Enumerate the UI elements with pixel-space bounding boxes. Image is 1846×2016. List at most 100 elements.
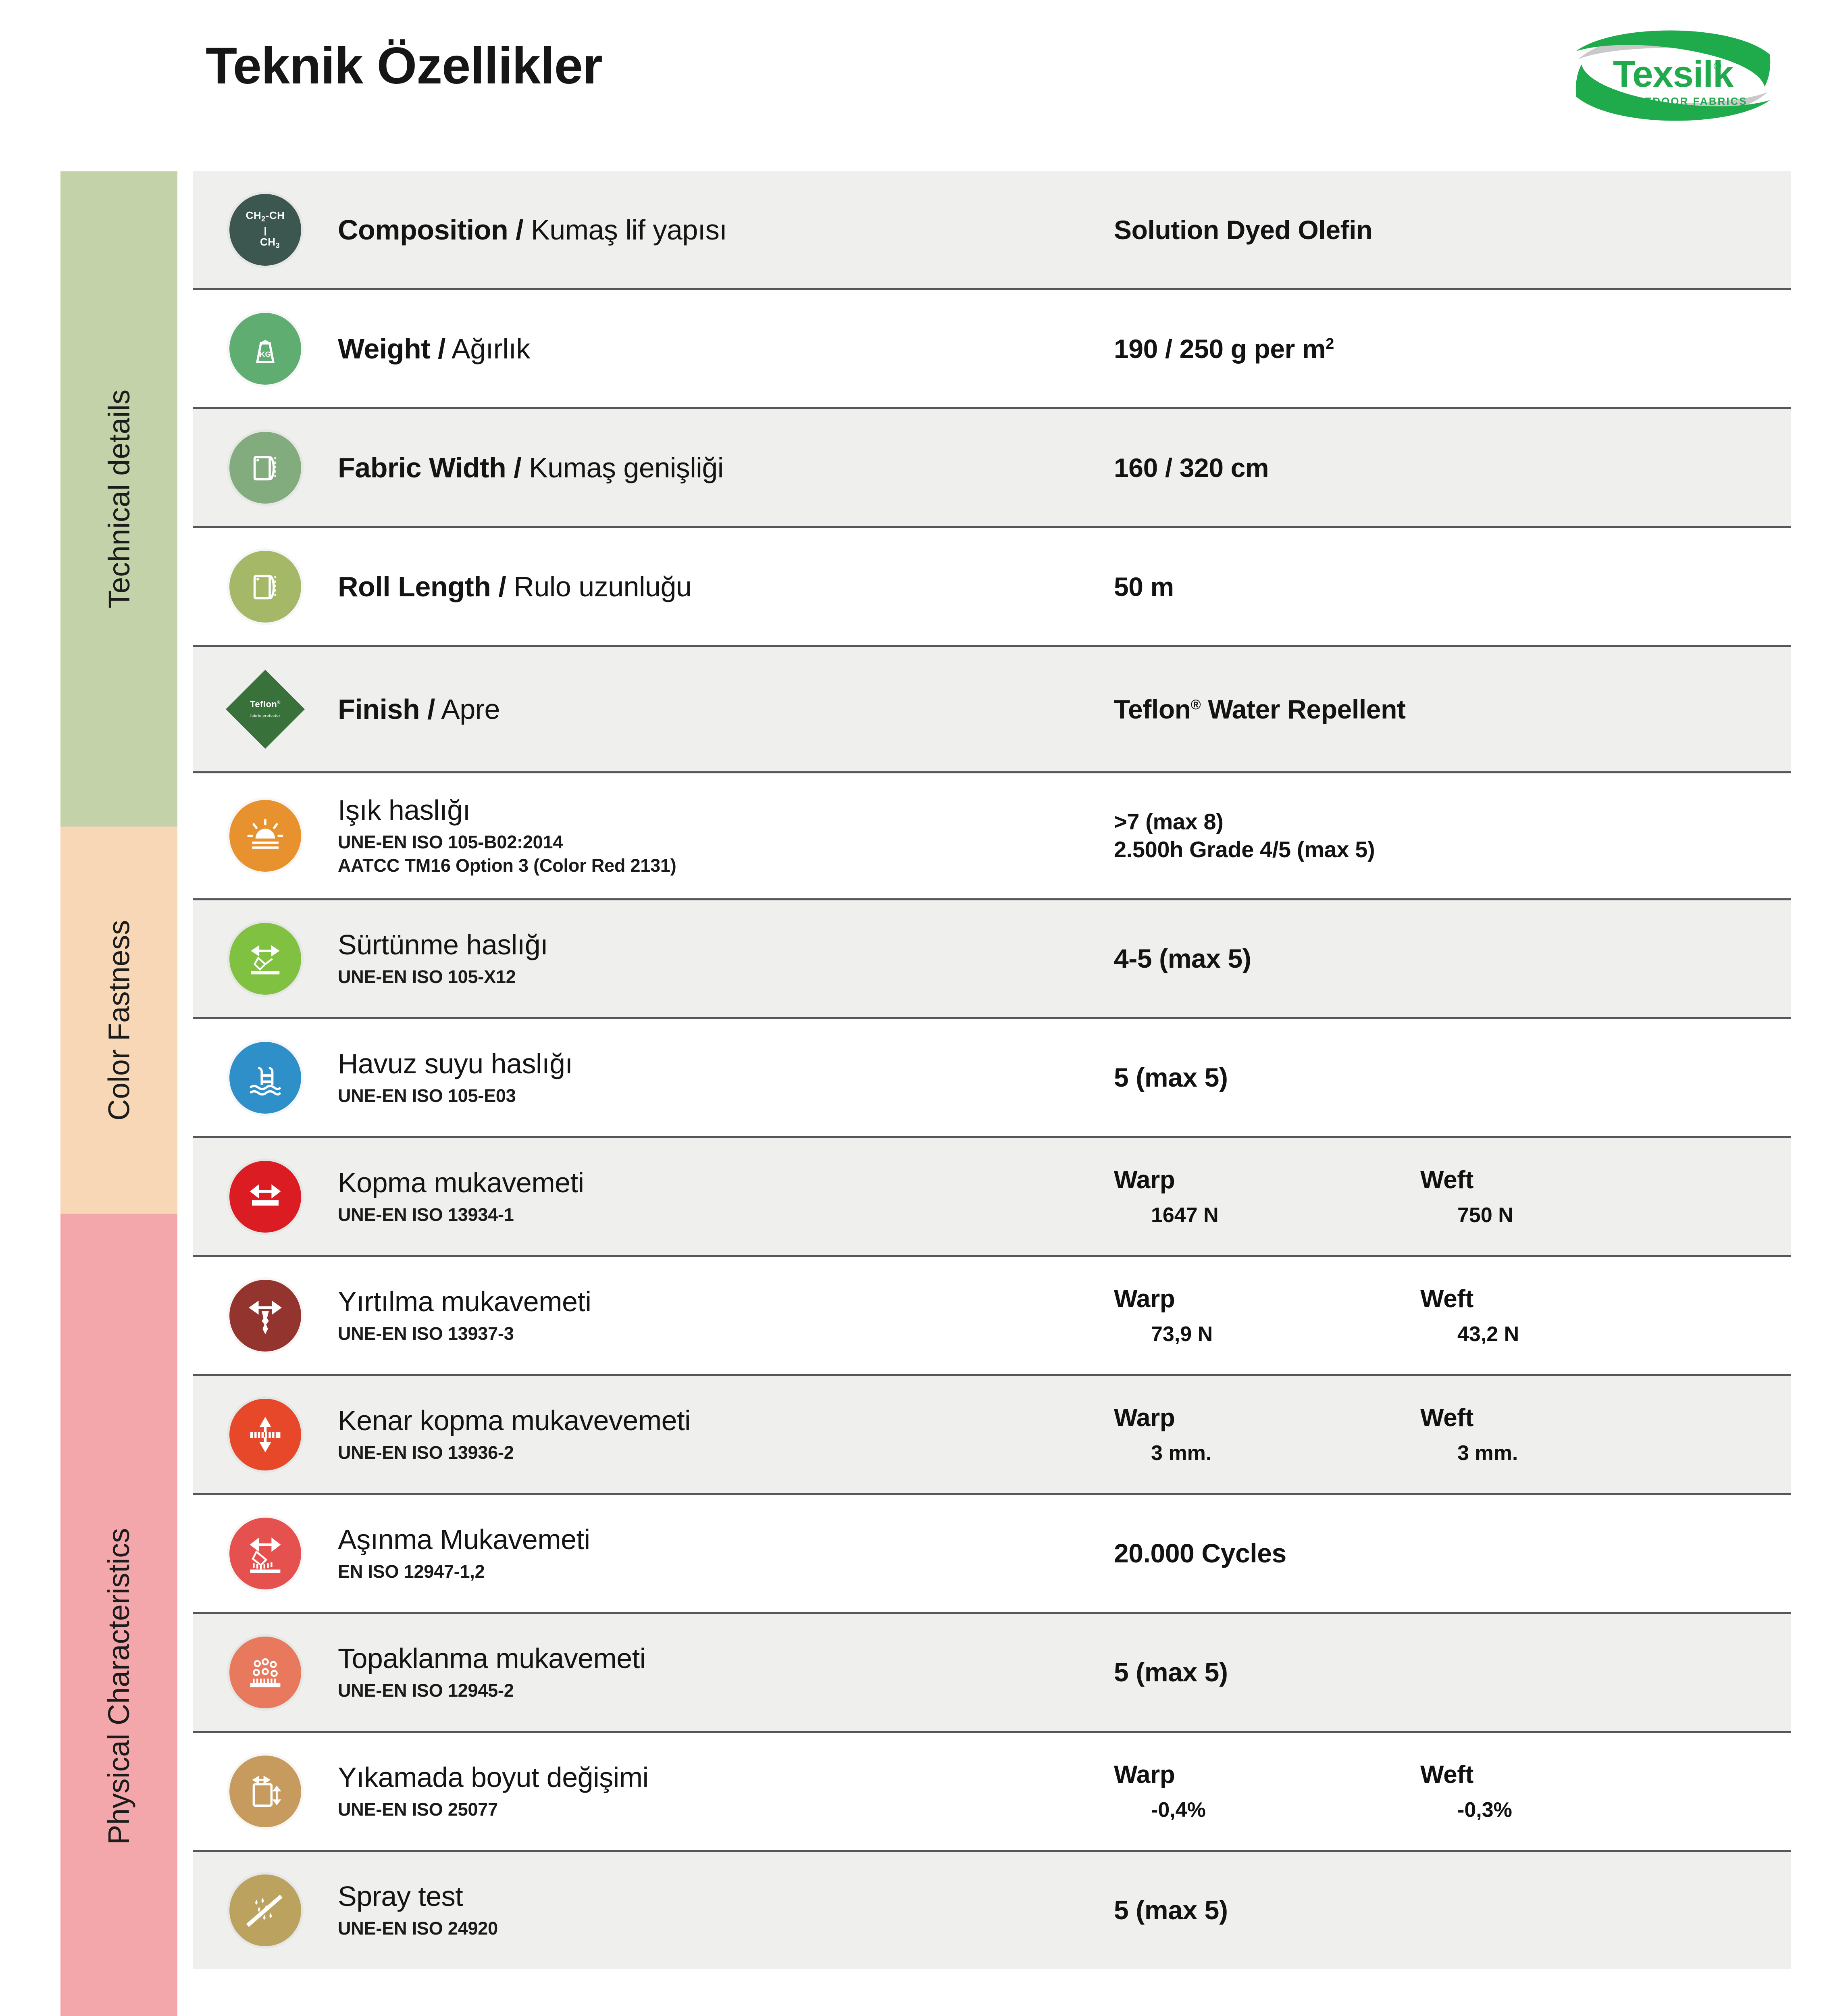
row-label: Fabric Width / Kumaş genişliği <box>338 452 724 483</box>
warp-column: Warp 1647 N <box>1114 1166 1420 1227</box>
row-icon-cell: KG <box>193 313 338 385</box>
spec-row: Sürtünme haslığı UNE-EN ISO 105-X12 4-5 (… <box>193 898 1791 1017</box>
spec-row: Fabric Width / Kumaş genişliği 160 / 320… <box>193 407 1791 526</box>
row-value: 5 (max 5) <box>1114 1657 1228 1687</box>
roll-length-icon <box>229 551 301 623</box>
row-label-cell: Sürtünme haslığı UNE-EN ISO 105-X12 <box>338 929 1114 989</box>
row-label: Spray test <box>338 1880 463 1912</box>
row-standard: UNE-EN ISO 12945-2 <box>338 1680 514 1701</box>
row-icon-cell <box>193 1755 338 1827</box>
row-icon-cell <box>193 1874 338 1946</box>
weft-column: Weft 750 N <box>1420 1166 1727 1227</box>
row-value-cell: Warp -0,4% Weft -0,3% <box>1114 1760 1791 1822</box>
row-label-cell: Finish / Apre <box>338 694 1114 725</box>
warp-column: Warp 73,9 N <box>1114 1285 1420 1346</box>
sidebar-band-physical-characteristics: Physical Characteristics <box>60 1214 177 2016</box>
row-icon-cell <box>193 1636 338 1708</box>
warp-column: Warp -0,4% <box>1114 1760 1420 1822</box>
weft-column: Weft 43,2 N <box>1420 1285 1727 1346</box>
spec-row: Teflon® fabric protector Finish / Apre Te… <box>193 645 1791 771</box>
row-value: 5 (max 5) <box>1114 1895 1228 1925</box>
spray-test-icon <box>229 1874 301 1946</box>
row-label-cell: Fabric Width / Kumaş genişliği <box>338 452 1114 483</box>
spec-row: Aşınma Mukavemeti EN ISO 12947-1,2 20.000… <box>193 1493 1791 1612</box>
row-icon-cell <box>193 1398 338 1470</box>
warp-column: Warp 3 mm. <box>1114 1404 1420 1465</box>
spec-row: Kopma mukavemeti UNE-EN ISO 13934-1 Warp … <box>193 1136 1791 1255</box>
row-label-cell: Havuz suyu haslığı UNE-EN ISO 105-E03 <box>338 1048 1114 1108</box>
row-label-cell: Aşınma Mukavemeti EN ISO 12947-1,2 <box>338 1524 1114 1583</box>
warp-label: Warp <box>1114 1404 1175 1432</box>
weft-value: 43,2 N <box>1457 1322 1519 1346</box>
row-value-cell: 190 / 250 g per m2 <box>1114 333 1791 365</box>
row-value-cell: 160 / 320 cm <box>1114 452 1791 484</box>
warp-value: -0,4% <box>1151 1798 1206 1822</box>
spec-row: Kenar kopma mukavevemeti UNE-EN ISO 13936… <box>193 1374 1791 1493</box>
row-label: Kopma mukavemeti <box>338 1166 584 1198</box>
row-icon-cell <box>193 1517 338 1589</box>
row-value: 50 m <box>1114 571 1174 602</box>
row-icon-cell <box>193 1160 338 1233</box>
row-value: Solution Dyed Olefin <box>1114 215 1373 245</box>
weft-value: -0,3% <box>1457 1798 1512 1822</box>
row-value-cell: Warp 1647 N Weft 750 N <box>1114 1166 1791 1227</box>
row-value: Teflon® Water Repellent <box>1114 694 1406 724</box>
row-icon-cell <box>193 432 338 504</box>
warp-label: Warp <box>1114 1166 1175 1194</box>
row-standard: UNE-EN ISO 13936-2 <box>338 1442 514 1463</box>
row-value-cell: 50 m <box>1114 571 1791 603</box>
row-label: Yıkamada boyut değişimi <box>338 1761 649 1793</box>
spec-row: Spray test UNE-EN ISO 24920 5 (max 5) <box>193 1849 1791 1969</box>
sidebar-band-technical-details: Technical details <box>60 171 177 827</box>
row-label-cell: Composition / Kumaş lif yapısı <box>338 214 1114 246</box>
sidebar-band-label: Color Fastness <box>102 920 136 1120</box>
row-value-cell: >7 (max 8) 2.500h Grade 4/5 (max 5) <box>1114 808 1791 863</box>
svg-text:®: ® <box>1713 60 1721 72</box>
spec-row: Işık haslığı UNE-EN ISO 105-B02:2014 AATCC… <box>193 771 1791 898</box>
row-value: 160 / 320 cm <box>1114 452 1269 483</box>
row-value-cell: Solution Dyed Olefin <box>1114 214 1791 246</box>
rub-fastness-icon <box>229 923 301 995</box>
weft-label: Weft <box>1420 1404 1473 1432</box>
warp-value: 1647 N <box>1151 1204 1219 1227</box>
row-value-cell: 5 (max 5) <box>1114 1061 1791 1094</box>
row-label-cell: Yırtılma mukavemeti UNE-EN ISO 13937-3 <box>338 1286 1114 1345</box>
abrasion-resistance-icon <box>229 1517 301 1589</box>
row-label: Composition / Kumaş lif yapısı <box>338 214 727 246</box>
row-value: 4-5 (max 5) <box>1114 943 1251 974</box>
weft-column: Weft 3 mm. <box>1420 1404 1727 1465</box>
row-value-cell: 4-5 (max 5) <box>1114 942 1791 975</box>
row-standard: UNE-EN ISO 105-X12 <box>338 966 516 987</box>
row-icon-cell <box>193 800 338 872</box>
weft-value: 3 mm. <box>1457 1441 1518 1465</box>
row-label: Kenar kopma mukavevemeti <box>338 1404 691 1436</box>
pilling-resistance-icon <box>229 1636 301 1708</box>
fabric-width-icon <box>229 432 301 504</box>
row-value-cell: Teflon® Water Repellent <box>1114 693 1791 726</box>
teflon-finish-icon: Teflon® fabric protector <box>226 670 305 749</box>
light-fastness-icon <box>229 800 301 872</box>
row-label: Weight / Ağırlık <box>338 333 530 364</box>
spec-row: KG Weight / Ağırlık 190 / 250 g per m2 <box>193 288 1791 407</box>
row-label: Topaklanma mukavemeti <box>338 1642 646 1674</box>
warp-weft-group: Warp -0,4% Weft -0,3% <box>1114 1760 1791 1822</box>
row-value-cell: Warp 3 mm. Weft 3 mm. <box>1114 1404 1791 1465</box>
pool-water-fastness-icon <box>229 1041 301 1114</box>
weft-value: 750 N <box>1457 1204 1513 1227</box>
weft-label: Weft <box>1420 1166 1473 1194</box>
row-standard: EN ISO 12947-1,2 <box>338 1561 485 1582</box>
tear-strength-icon <box>229 1279 301 1352</box>
row-label-cell: Yıkamada boyut değişimi UNE-EN ISO 25077 <box>338 1762 1114 1821</box>
page-header: Teknik Özellikler Texsilk ® OUTDOOR FABR… <box>0 0 1846 161</box>
row-label: Sürtünme haslığı <box>338 929 548 960</box>
row-label: Işık haslığı <box>338 794 470 826</box>
row-standard: UNE-EN ISO 105-B02:2014 AATCC TM16 Option… <box>338 832 676 876</box>
warp-label: Warp <box>1114 1285 1175 1313</box>
spec-row: Yıkamada boyut değişimi UNE-EN ISO 25077 … <box>193 1731 1791 1850</box>
dimensional-change-icon <box>229 1755 301 1827</box>
row-value-cell: 5 (max 5) <box>1114 1894 1791 1926</box>
row-value-cell: Warp 73,9 N Weft 43,2 N <box>1114 1285 1791 1346</box>
row-value: 20.000 Cycles <box>1114 1538 1286 1568</box>
row-label-cell: Kopma mukavemeti UNE-EN ISO 13934-1 <box>338 1167 1114 1227</box>
